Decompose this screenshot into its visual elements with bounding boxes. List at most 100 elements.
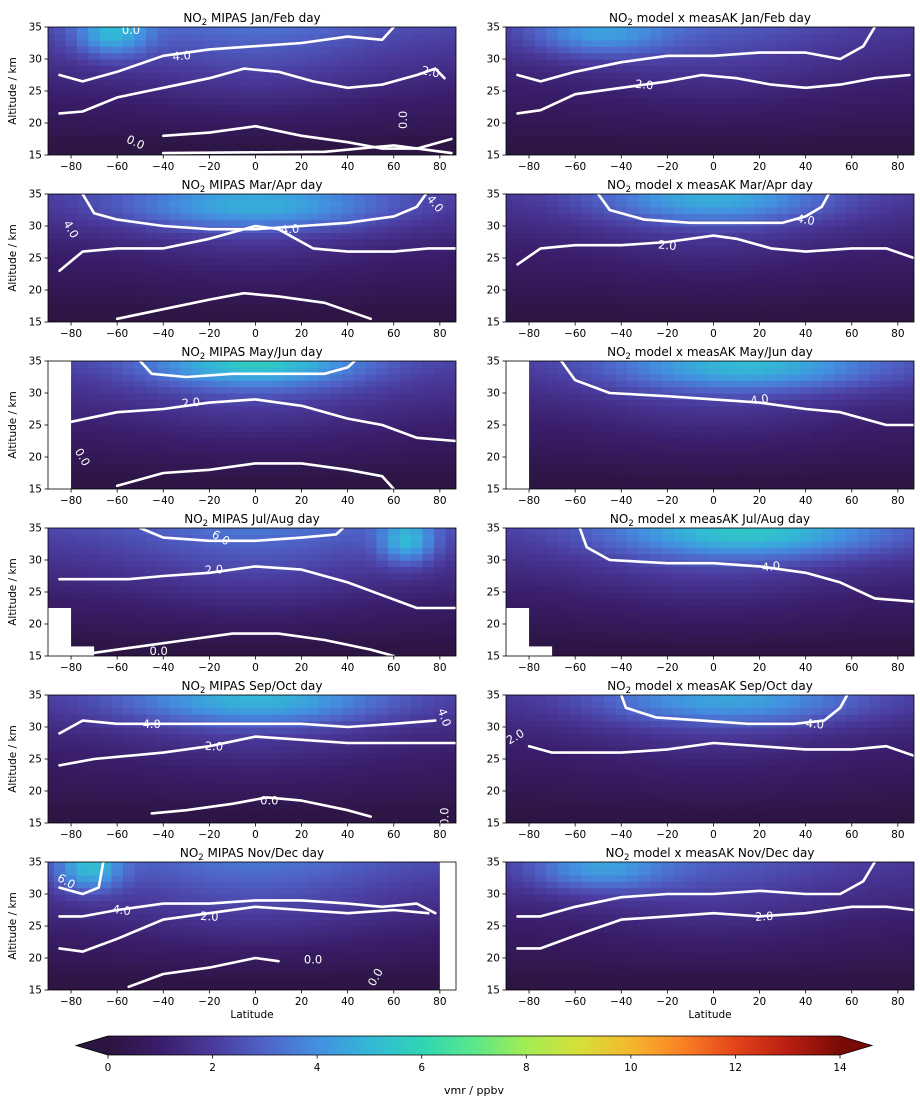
heatmap-cell [422, 315, 435, 322]
heatmap-cell [238, 264, 251, 272]
heatmap-cell [569, 405, 582, 413]
heatmap-cell [892, 52, 905, 60]
heatmap-cell [272, 457, 285, 464]
heatmap-cell [330, 463, 343, 471]
heatmap-cell [696, 425, 709, 432]
heatmap-cell [696, 457, 709, 464]
heatmap-cell [411, 476, 424, 484]
heatmap-cell [122, 649, 136, 656]
heatmap-cell [226, 264, 239, 272]
heatmap-cell [88, 110, 101, 118]
heatmap-cell [388, 264, 401, 272]
heatmap-cell [638, 84, 651, 92]
heatmap-cell [272, 97, 285, 105]
heatmap-cell [638, 367, 651, 375]
heatmap-cell [422, 110, 435, 118]
heatmap-cell [284, 457, 297, 464]
heatmap-cell [399, 71, 412, 79]
heatmap-cell [511, 65, 524, 73]
heatmap-cell [318, 469, 331, 477]
heatmap-cell [673, 367, 686, 375]
heatmap-cell [272, 264, 285, 272]
heatmap-cell [546, 226, 559, 233]
heatmap-cell [506, 226, 513, 233]
heatmap-cell [48, 598, 55, 606]
heatmap-cell [376, 232, 389, 240]
heatmap-cell [719, 386, 732, 394]
heatmap-cell [272, 572, 285, 580]
heatmap-cell [341, 71, 355, 79]
heatmap-cell [753, 238, 766, 246]
heatmap-cell [880, 110, 893, 118]
heatmap-cell [834, 194, 847, 201]
heatmap-cell [799, 264, 813, 272]
heatmap-cell [846, 399, 859, 407]
heatmap-cell [157, 649, 170, 656]
heatmap-cell [615, 270, 628, 278]
heatmap-cell [238, 142, 251, 150]
heatmap-cell [650, 418, 663, 426]
heatmap-cell [76, 469, 89, 477]
heatmap-cell [857, 270, 870, 278]
heatmap-cell [857, 296, 870, 304]
heatmap-cell [776, 39, 789, 47]
heatmap-cell [53, 226, 66, 233]
heatmap-cell [203, 630, 216, 638]
heatmap-cell [603, 129, 617, 137]
heatmap-cell [638, 405, 651, 413]
heatmap-cell [903, 418, 914, 426]
heatmap-cell [203, 206, 216, 214]
heatmap-cell [534, 59, 547, 66]
heatmap-cell [307, 444, 320, 452]
heatmap-cell [295, 135, 308, 143]
heatmap-cell [776, 129, 789, 137]
heatmap-cell [272, 450, 285, 458]
heatmap-cell [203, 361, 216, 368]
heatmap-cell [569, 270, 582, 278]
heatmap-cell [776, 476, 789, 484]
heatmap-cell [203, 566, 216, 574]
heatmap-cell [569, 65, 582, 73]
heatmap-cell [822, 238, 836, 246]
heatmap-cell [707, 97, 720, 105]
heatmap-cell [661, 380, 674, 388]
heatmap-cell [846, 373, 859, 381]
heatmap-cell [215, 450, 228, 458]
heatmap-cell [857, 213, 870, 221]
heatmap-cell [111, 142, 124, 150]
heatmap-cell [811, 373, 824, 381]
heatmap-cell [730, 296, 743, 304]
heatmap-cell [88, 129, 101, 137]
heatmap-cell [272, 617, 285, 625]
heatmap-cell [111, 643, 124, 651]
heatmap-cell [523, 148, 536, 155]
heatmap-cell [719, 123, 732, 130]
heatmap-cell [203, 437, 216, 445]
heatmap-cell [261, 437, 274, 445]
heatmap-cell [192, 103, 205, 111]
heatmap-cell [65, 129, 78, 137]
heatmap-cell [742, 437, 755, 445]
heatmap-cell [76, 296, 89, 304]
heatmap-cell [318, 302, 331, 310]
heatmap-cell [203, 302, 216, 310]
heatmap-cell [399, 27, 412, 34]
heatmap-cell [388, 450, 401, 458]
heatmap-cell [523, 437, 536, 445]
heatmap-cell [65, 450, 78, 458]
heatmap-cell [892, 309, 905, 317]
heatmap-cell [615, 315, 628, 322]
heatmap-cell [511, 39, 524, 47]
heatmap-cell [388, 367, 401, 375]
heatmap-cell [295, 142, 308, 150]
heatmap-cell [341, 65, 355, 73]
heatmap-cell [249, 39, 262, 47]
heatmap-cell [719, 315, 732, 322]
heatmap-cell [788, 135, 801, 143]
heatmap-cell [99, 59, 112, 66]
heatmap-cell [99, 630, 112, 638]
heatmap-cell [903, 380, 914, 388]
x-tick-label: 80 [891, 161, 904, 173]
heatmap-cell [615, 123, 628, 130]
heatmap-cell [445, 425, 456, 432]
